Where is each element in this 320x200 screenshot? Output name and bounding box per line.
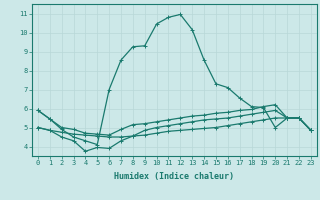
X-axis label: Humidex (Indice chaleur): Humidex (Indice chaleur) (115, 172, 234, 181)
